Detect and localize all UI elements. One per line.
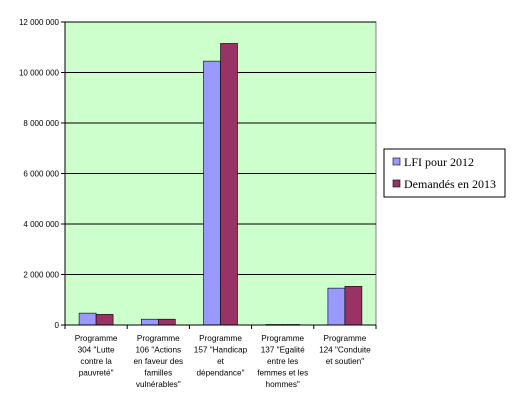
x-category-label: Programme 137 "Egalité entre les femmes et …: [257, 334, 308, 389]
y-tick-label: 10 000 000: [19, 69, 60, 78]
x-category-label: Programme 106 "Actions en faveur des famill…: [133, 334, 183, 389]
y-tick-label: 2 000 000: [23, 271, 59, 280]
bar-series-0-category-0: [78, 312, 97, 326]
x-axis-categories: Programme 304 "Lutte contre la pauvreté" Pro…: [64, 325, 377, 389]
y-tick-label: 8 000 000: [23, 119, 59, 128]
bar-series-1-category-0: [95, 314, 114, 326]
legend-label-demandes-2013: Demandés en 2013: [404, 177, 496, 191]
legend-swatch-demandes-2013: [392, 179, 401, 188]
y-axis-ticks: 0 2 000 000 4 000 000 6 000 000 8 000 000 10 …: [19, 18, 65, 330]
x-category-label: Programme 157 "Handicap et dépendance": [194, 334, 248, 378]
bar-series-1-category-2: [220, 43, 238, 326]
y-tick-label: 12 000 000: [19, 18, 60, 27]
y-tick-label: 6 000 000: [23, 170, 59, 179]
bar-series-0-category-1: [141, 318, 159, 326]
y-tick-label: 4 000 000: [23, 220, 59, 229]
y-tick-label: 0: [55, 321, 60, 330]
bar-series-0-category-2: [203, 60, 221, 326]
legend-box: [383, 148, 506, 198]
bar-series-0-category-4: [327, 287, 346, 326]
legend: LFI pour 2012 Demandés en 2013: [383, 148, 506, 198]
bars: [78, 43, 363, 326]
x-category-label: Programme 304 "Lutte contre la pauvreté": [75, 334, 118, 378]
x-category-label: Programme 124 "Conduite et soutien": [319, 334, 371, 366]
bar-series-1-category-1: [158, 318, 176, 326]
bar-series-1-category-4: [344, 286, 363, 326]
legend-label-lfi-2012: LFI pour 2012: [404, 155, 474, 169]
legend-swatch-lfi-2012: [392, 157, 401, 166]
